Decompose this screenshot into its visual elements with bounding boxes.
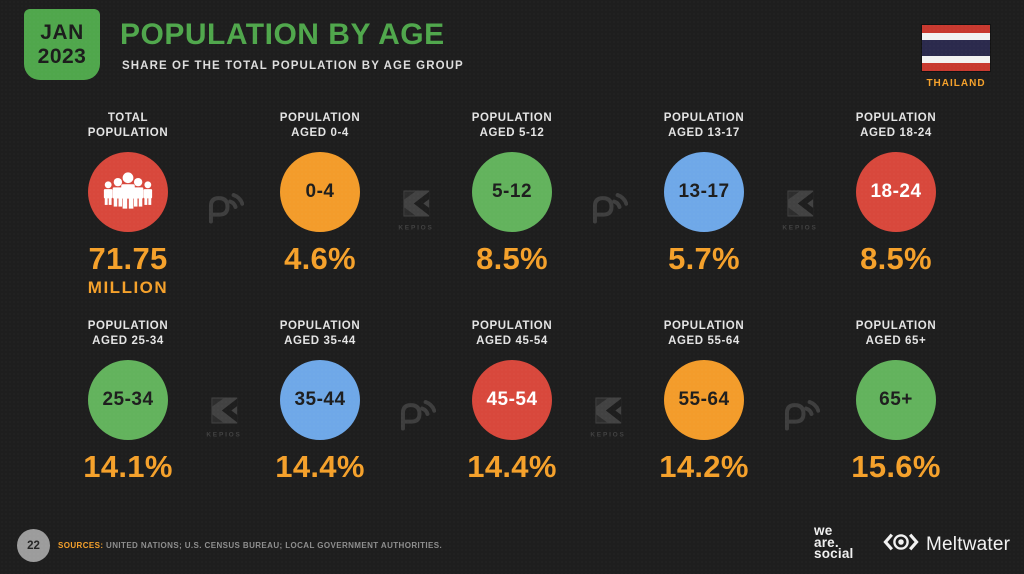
page-number: 22 <box>27 539 40 552</box>
stat-card: POPULATION AGED 35-44 35-44 14.4% <box>224 312 416 496</box>
card-label-line2: AGED 13-17 <box>668 126 740 139</box>
card-label-line1: POPULATION <box>663 320 745 332</box>
age-circle: 18-24 <box>856 152 936 232</box>
date-month: JAN <box>40 21 84 45</box>
card-label-line1: POPULATION <box>471 320 553 332</box>
age-circle: 13-17 <box>664 152 744 232</box>
card-label: POPULATION AGED 0-4 <box>224 111 416 142</box>
card-label: TOTAL POPULATION <box>32 111 224 142</box>
card-label-line2: AGED 0-4 <box>291 126 349 139</box>
page-number-badge: 22 <box>17 529 50 562</box>
stat-card: POPULATION AGED 0-4 0-4 4.6% <box>224 104 416 288</box>
card-label: POPULATION AGED 25-34 <box>32 319 224 350</box>
sources-label: SOURCES: <box>58 541 104 550</box>
card-label-line1: POPULATION <box>87 320 169 332</box>
card-label-line2: AGED 18-24 <box>860 126 932 139</box>
sources-text: UNITED NATIONS; U.S. CENSUS BUREAU; LOCA… <box>103 541 443 550</box>
card-label: POPULATION AGED 18-24 <box>800 111 992 142</box>
card-label-line2: AGED 65+ <box>865 334 927 347</box>
we-are-social-logo: we are. social <box>814 523 854 562</box>
card-label-line1: TOTAL <box>107 112 149 124</box>
card-label: POPULATION AGED 5-12 <box>416 111 608 142</box>
stat-card: POPULATION AGED 5-12 5-12 8.5% <box>416 104 608 288</box>
stat-value: 15.6% <box>851 449 941 484</box>
card-label-line1: POPULATION <box>855 320 937 332</box>
age-circle: 0-4 <box>280 152 360 232</box>
meltwater-label: Meltwater <box>926 533 1011 555</box>
age-circle: 35-44 <box>280 360 360 440</box>
stat-value: 14.2% <box>659 449 749 484</box>
country-label: THAILAND <box>926 78 986 89</box>
card-label-line2: POPULATION <box>87 126 169 139</box>
stat-value: 4.6% <box>284 241 356 276</box>
flag-stripe <box>922 63 990 72</box>
stat-value: 14.1% <box>83 449 173 484</box>
flag-stripe <box>922 40 990 56</box>
stat-value: 14.4% <box>275 449 365 484</box>
stat-card: POPULATION AGED 13-17 13-17 5.7% <box>608 104 800 288</box>
card-label-line2: AGED 55-64 <box>668 334 740 347</box>
card-label-line1: POPULATION <box>471 112 553 124</box>
we-are-social-line: are. <box>814 534 839 550</box>
stat-card: TOTAL POPULATION 71.75 MILLION <box>32 104 224 297</box>
card-label-line1: POPULATION <box>855 112 937 124</box>
age-circle: 45-54 <box>472 360 552 440</box>
stat-card: POPULATION AGED 65+ 65+ 15.6% <box>800 312 992 496</box>
age-circle: 55-64 <box>664 360 744 440</box>
card-label-line1: POPULATION <box>279 320 361 332</box>
flag-stripe <box>922 25 990 33</box>
stat-card: POPULATION AGED 25-34 25-34 14.1% <box>32 312 224 496</box>
we-are-social-line: social <box>814 546 854 562</box>
stat-suffix: MILLION <box>87 278 169 297</box>
page-title: POPULATION BY AGE <box>120 18 445 51</box>
flag-stripe <box>922 55 990 64</box>
age-circle: 5-12 <box>472 152 552 232</box>
age-circle: 65+ <box>856 360 936 440</box>
flag-stripe <box>922 32 990 41</box>
card-label-line2: AGED 45-54 <box>476 334 548 347</box>
age-circle <box>88 152 168 232</box>
card-label-line2: AGED 5-12 <box>479 126 545 139</box>
stat-card: POPULATION AGED 55-64 55-64 14.2% <box>608 312 800 496</box>
age-circle: 25-34 <box>88 360 168 440</box>
country-block: THAILAND <box>922 25 990 89</box>
thailand-flag-icon <box>922 25 990 72</box>
page-subtitle: SHARE OF THE TOTAL POPULATION BY AGE GRO… <box>122 60 464 72</box>
card-label-line2: AGED 25-34 <box>92 334 164 347</box>
stat-card: POPULATION AGED 18-24 18-24 8.5% <box>800 104 992 288</box>
card-label: POPULATION AGED 45-54 <box>416 319 608 350</box>
card-label: POPULATION AGED 13-17 <box>608 111 800 142</box>
meltwater-eye-icon <box>882 531 920 558</box>
sources-line: SOURCES: UNITED NATIONS; U.S. CENSUS BUR… <box>58 541 442 550</box>
card-label-line1: POPULATION <box>279 112 361 124</box>
stat-value: 5.7% <box>668 241 740 276</box>
date-badge: JAN 2023 <box>24 9 100 80</box>
card-label-line2: AGED 35-44 <box>284 334 356 347</box>
stat-value: 8.5% <box>860 241 932 276</box>
people-icon <box>101 169 155 215</box>
stat-value: 14.4% <box>467 449 557 484</box>
meltwater-logo: Meltwater <box>882 531 1010 558</box>
stat-value: 71.75 <box>88 241 168 276</box>
card-label-line1: POPULATION <box>663 112 745 124</box>
date-year: 2023 <box>37 44 87 68</box>
we-are-social-line: we <box>814 523 833 538</box>
card-label: POPULATION AGED 65+ <box>800 319 992 350</box>
stat-value: 8.5% <box>476 241 548 276</box>
card-label: POPULATION AGED 35-44 <box>224 319 416 350</box>
cards-grid: TOTAL POPULATION 71.75 MILLION POPU <box>32 104 992 496</box>
stat-card: POPULATION AGED 45-54 45-54 14.4% <box>416 312 608 496</box>
card-label: POPULATION AGED 55-64 <box>608 319 800 350</box>
